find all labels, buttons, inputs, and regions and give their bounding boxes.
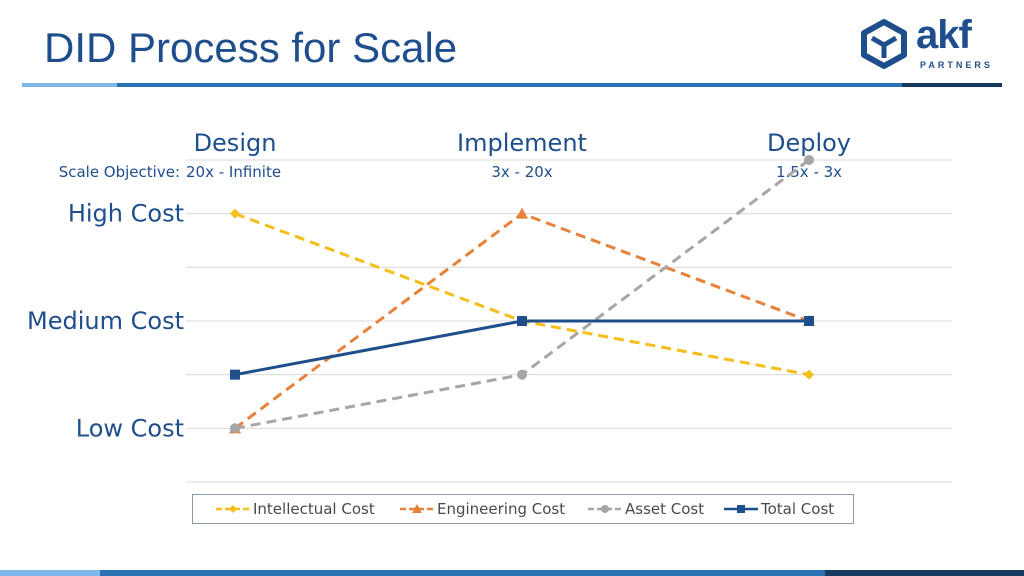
legend-swatch <box>400 504 434 513</box>
cube-icon <box>861 19 907 69</box>
data-point <box>804 369 814 380</box>
phase-scale-objective: 1.5x - 3x <box>776 163 842 181</box>
data-point <box>517 369 527 380</box>
data-point <box>230 208 240 219</box>
data-point <box>230 423 240 434</box>
logo-wordmark: akf <box>916 13 972 57</box>
legend-swatch <box>724 505 758 513</box>
series-lines <box>229 155 815 434</box>
legend-swatch <box>588 505 622 513</box>
legend-label: Asset Cost <box>625 500 705 518</box>
logo-subtitle: PARTNERS <box>920 60 993 70</box>
phase-scale-objective: 20x - Infinite <box>186 163 281 181</box>
phase-label: Design <box>194 129 277 157</box>
series-line <box>234 158 810 430</box>
legend-item: Intellectual Cost <box>215 495 375 523</box>
y-axis-label: High Cost <box>68 200 184 228</box>
series-total-cost <box>230 316 814 380</box>
data-point <box>516 207 528 219</box>
legend-item: Engineering Cost <box>399 495 565 523</box>
phase-scale-objective: 3x - 20x <box>491 163 552 181</box>
y-axis-label: Low Cost <box>76 414 184 442</box>
legend-label: Total Cost <box>761 500 835 518</box>
series-line <box>234 319 809 377</box>
data-point <box>517 316 527 326</box>
legend-item: Total Cost <box>723 495 834 523</box>
series-intellectual-cost <box>230 208 814 380</box>
data-point <box>804 316 814 326</box>
data-point <box>230 369 240 380</box>
legend-item: Asset Cost <box>587 495 704 523</box>
legend-label: Engineering Cost <box>437 500 566 518</box>
series-asset-cost <box>230 155 814 434</box>
legend-swatch <box>216 505 250 513</box>
akf-logo: akf PARTNERS <box>858 13 1008 74</box>
chart-legend: Intellectual Cost Engineering Cost Asset C… <box>192 494 854 524</box>
phase-headers: Design 20x - Infinite Implement 3x - 20x Dep… <box>59 129 851 181</box>
footer-bar <box>0 570 1024 576</box>
phase-label: Deploy <box>767 129 851 157</box>
scale-objective-label: Scale Objective: <box>59 163 180 181</box>
series-line <box>234 212 810 377</box>
legend-label: Intellectual Cost <box>253 500 375 518</box>
y-axis-labels: High Cost Medium Cost Low Cost <box>27 200 184 443</box>
data-point <box>804 155 814 165</box>
slide-title: DID Process for Scale <box>44 24 458 71</box>
phase-label: Implement <box>457 129 587 157</box>
title-divider <box>22 83 1002 87</box>
y-axis-label: Medium Cost <box>27 307 184 335</box>
